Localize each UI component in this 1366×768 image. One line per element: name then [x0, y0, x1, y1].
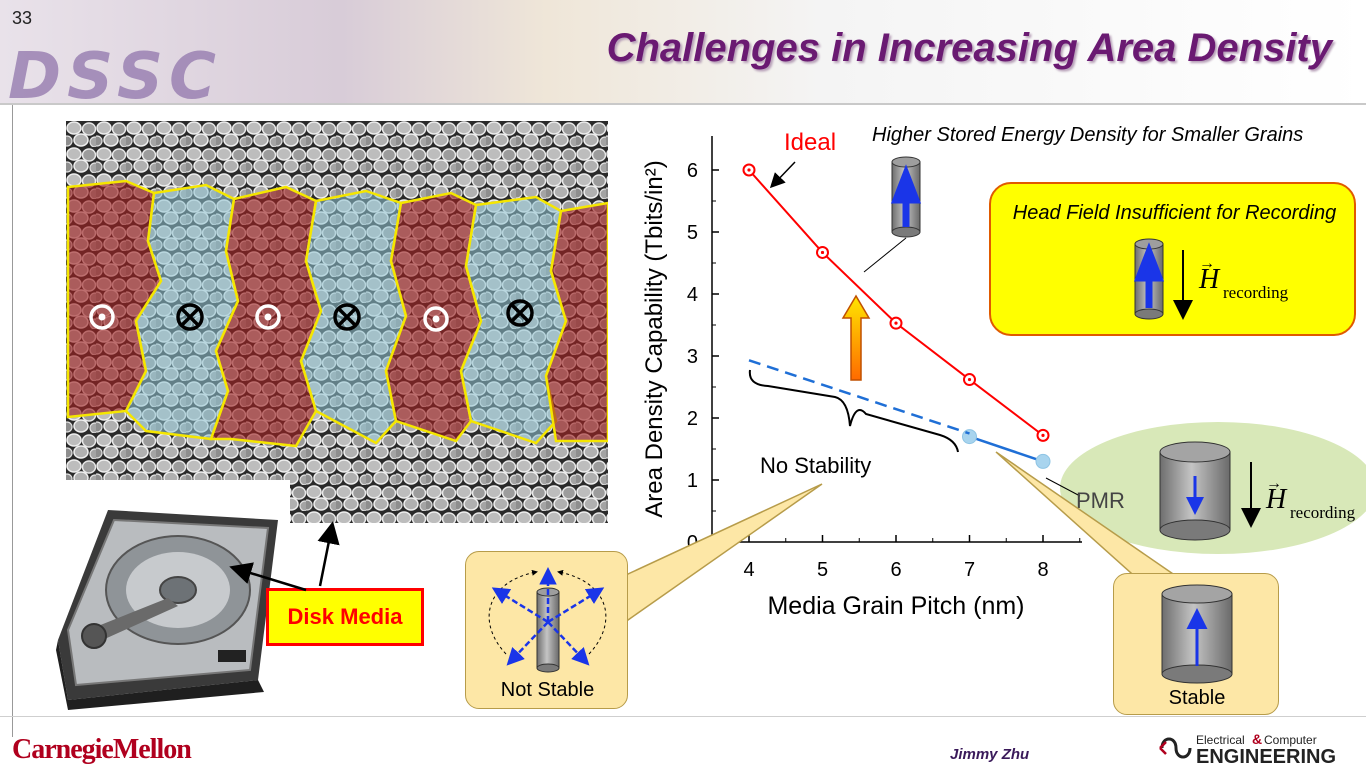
x-tick-label: 5 [817, 559, 828, 581]
stable-callout: Stable [1113, 573, 1279, 715]
y-tick-label: 1 [687, 470, 698, 492]
cross-in-icon [176, 303, 204, 331]
slide-header: 33 DSSC Challenges in Increasing Area De… [0, 0, 1366, 104]
x-axis-title: Media Grain Pitch (nm) [767, 592, 1024, 620]
ideal-data-point-center [820, 250, 825, 255]
svg-text:→: → [1266, 475, 1282, 492]
higher-energy-label: Higher Stored Energy Density for Smaller… [872, 124, 1303, 146]
ideal-data-point-center [1041, 433, 1045, 437]
y-tick-label: 0 [687, 532, 698, 554]
cross-in-icon [506, 299, 534, 327]
not-stable-callout-tail [620, 483, 823, 621]
x-tick-label: 8 [1037, 559, 1048, 581]
ece-logo: Electrical & Computer ENGINEERING [1159, 731, 1336, 766]
stable-label: Stable [1168, 687, 1226, 709]
media-micrograph-image [66, 121, 608, 523]
y-tick-label: 5 [687, 222, 698, 244]
grain-cylinder-icon [1133, 238, 1165, 320]
y-axis-title: Area Density Capability (Tbits/in²) [641, 160, 668, 517]
ece-emblem-icon [1159, 737, 1192, 759]
svg-text:H: H [1198, 264, 1221, 295]
y-tick-label: 4 [687, 284, 698, 306]
pmr-series-line [969, 435, 1044, 463]
small-grain-cylinder-icon [890, 156, 922, 238]
unstable-extrapolation-line [748, 359, 970, 435]
x-tick-label: 7 [964, 559, 975, 581]
svg-text:Computer: Computer [1264, 733, 1317, 747]
pmr-data-point [1035, 453, 1051, 469]
x-axis-ticks: 4 5 6 7 8 [743, 535, 1081, 581]
svg-text:recording: recording [1223, 283, 1289, 302]
slide-title: Challenges in Increasing Area Density [606, 26, 1332, 70]
ideal-data-point-center [967, 377, 972, 382]
head-field-callout: Head Field Insufficient for Recording H … [989, 182, 1356, 336]
x-tick-label: 6 [890, 559, 901, 581]
hard-drive-image [28, 480, 290, 710]
stable-grain-diagram [1161, 584, 1233, 684]
slide-number: 33 [12, 8, 33, 28]
carnegie-mellon-logo: CarnegieMellon [12, 734, 192, 765]
footer-divider [0, 716, 1366, 717]
y-axis-ticks: 0 1 2 3 4 5 6 [687, 160, 719, 554]
area-density-chart: 4 5 6 7 8 0 1 2 3 4 5 6 Media Grain Pitch (nm) Are… [620, 124, 1366, 621]
head-field-diagram: H → recording [1133, 238, 1289, 320]
not-stable-callout: Not Stable [465, 551, 628, 709]
magnetization-band-red [544, 201, 608, 443]
no-stability-brace [748, 369, 959, 453]
y-tick-label: 6 [687, 160, 698, 182]
cylinder-leader-line [863, 237, 907, 273]
y-tick-label: 2 [687, 408, 698, 430]
svg-text:ENGINEERING: ENGINEERING [1196, 746, 1336, 766]
grain-cylinder-icon [536, 587, 560, 673]
x-tick-label: 4 [743, 559, 754, 581]
stable-grain-cylinder-icon [1159, 441, 1231, 541]
h-recording-label-stable: H → recording [1265, 475, 1356, 522]
svg-text:recording: recording [1290, 503, 1356, 522]
y-tick-label: 3 [687, 346, 698, 368]
svg-text:Electrical: Electrical [1196, 733, 1245, 747]
head-field-text: Head Field Insufficient for Recording [1012, 202, 1337, 224]
author-name: Jimmy Zhu [950, 746, 1030, 763]
random-magnetization-arrows-icon [491, 567, 605, 666]
not-stable-label: Not Stable [500, 679, 595, 701]
dot-out-icon [255, 304, 281, 330]
cross-in-icon [333, 303, 361, 331]
pmr-data-point [962, 429, 977, 445]
ideal-label: Ideal [784, 129, 836, 156]
no-stability-label: No Stability [760, 453, 871, 478]
pmr-label: PMR [1076, 488, 1125, 513]
svg-text:→: → [1199, 255, 1215, 272]
dot-out-icon [423, 306, 449, 332]
ideal-data-point-center [894, 321, 898, 325]
dot-out-icon [89, 304, 115, 330]
svg-text:H: H [1265, 484, 1288, 515]
ideal-data-point-center [747, 168, 751, 172]
svg-text:&: & [1252, 731, 1262, 747]
unstable-grain-diagram [488, 567, 607, 673]
density-increase-arrow-icon [841, 294, 871, 381]
grain-cylinder-icon [1161, 584, 1233, 684]
disk-media-label: Disk Media [266, 588, 424, 646]
left-margin-line [12, 105, 13, 737]
pmr-leader-line [1045, 477, 1081, 497]
header-divider [0, 103, 1366, 105]
dssc-logo: DSSC [8, 40, 222, 104]
chart-series [742, 163, 1051, 469]
disk-media-pointer-arrows [229, 521, 340, 592]
ideal-pointer-arrow [769, 161, 796, 189]
